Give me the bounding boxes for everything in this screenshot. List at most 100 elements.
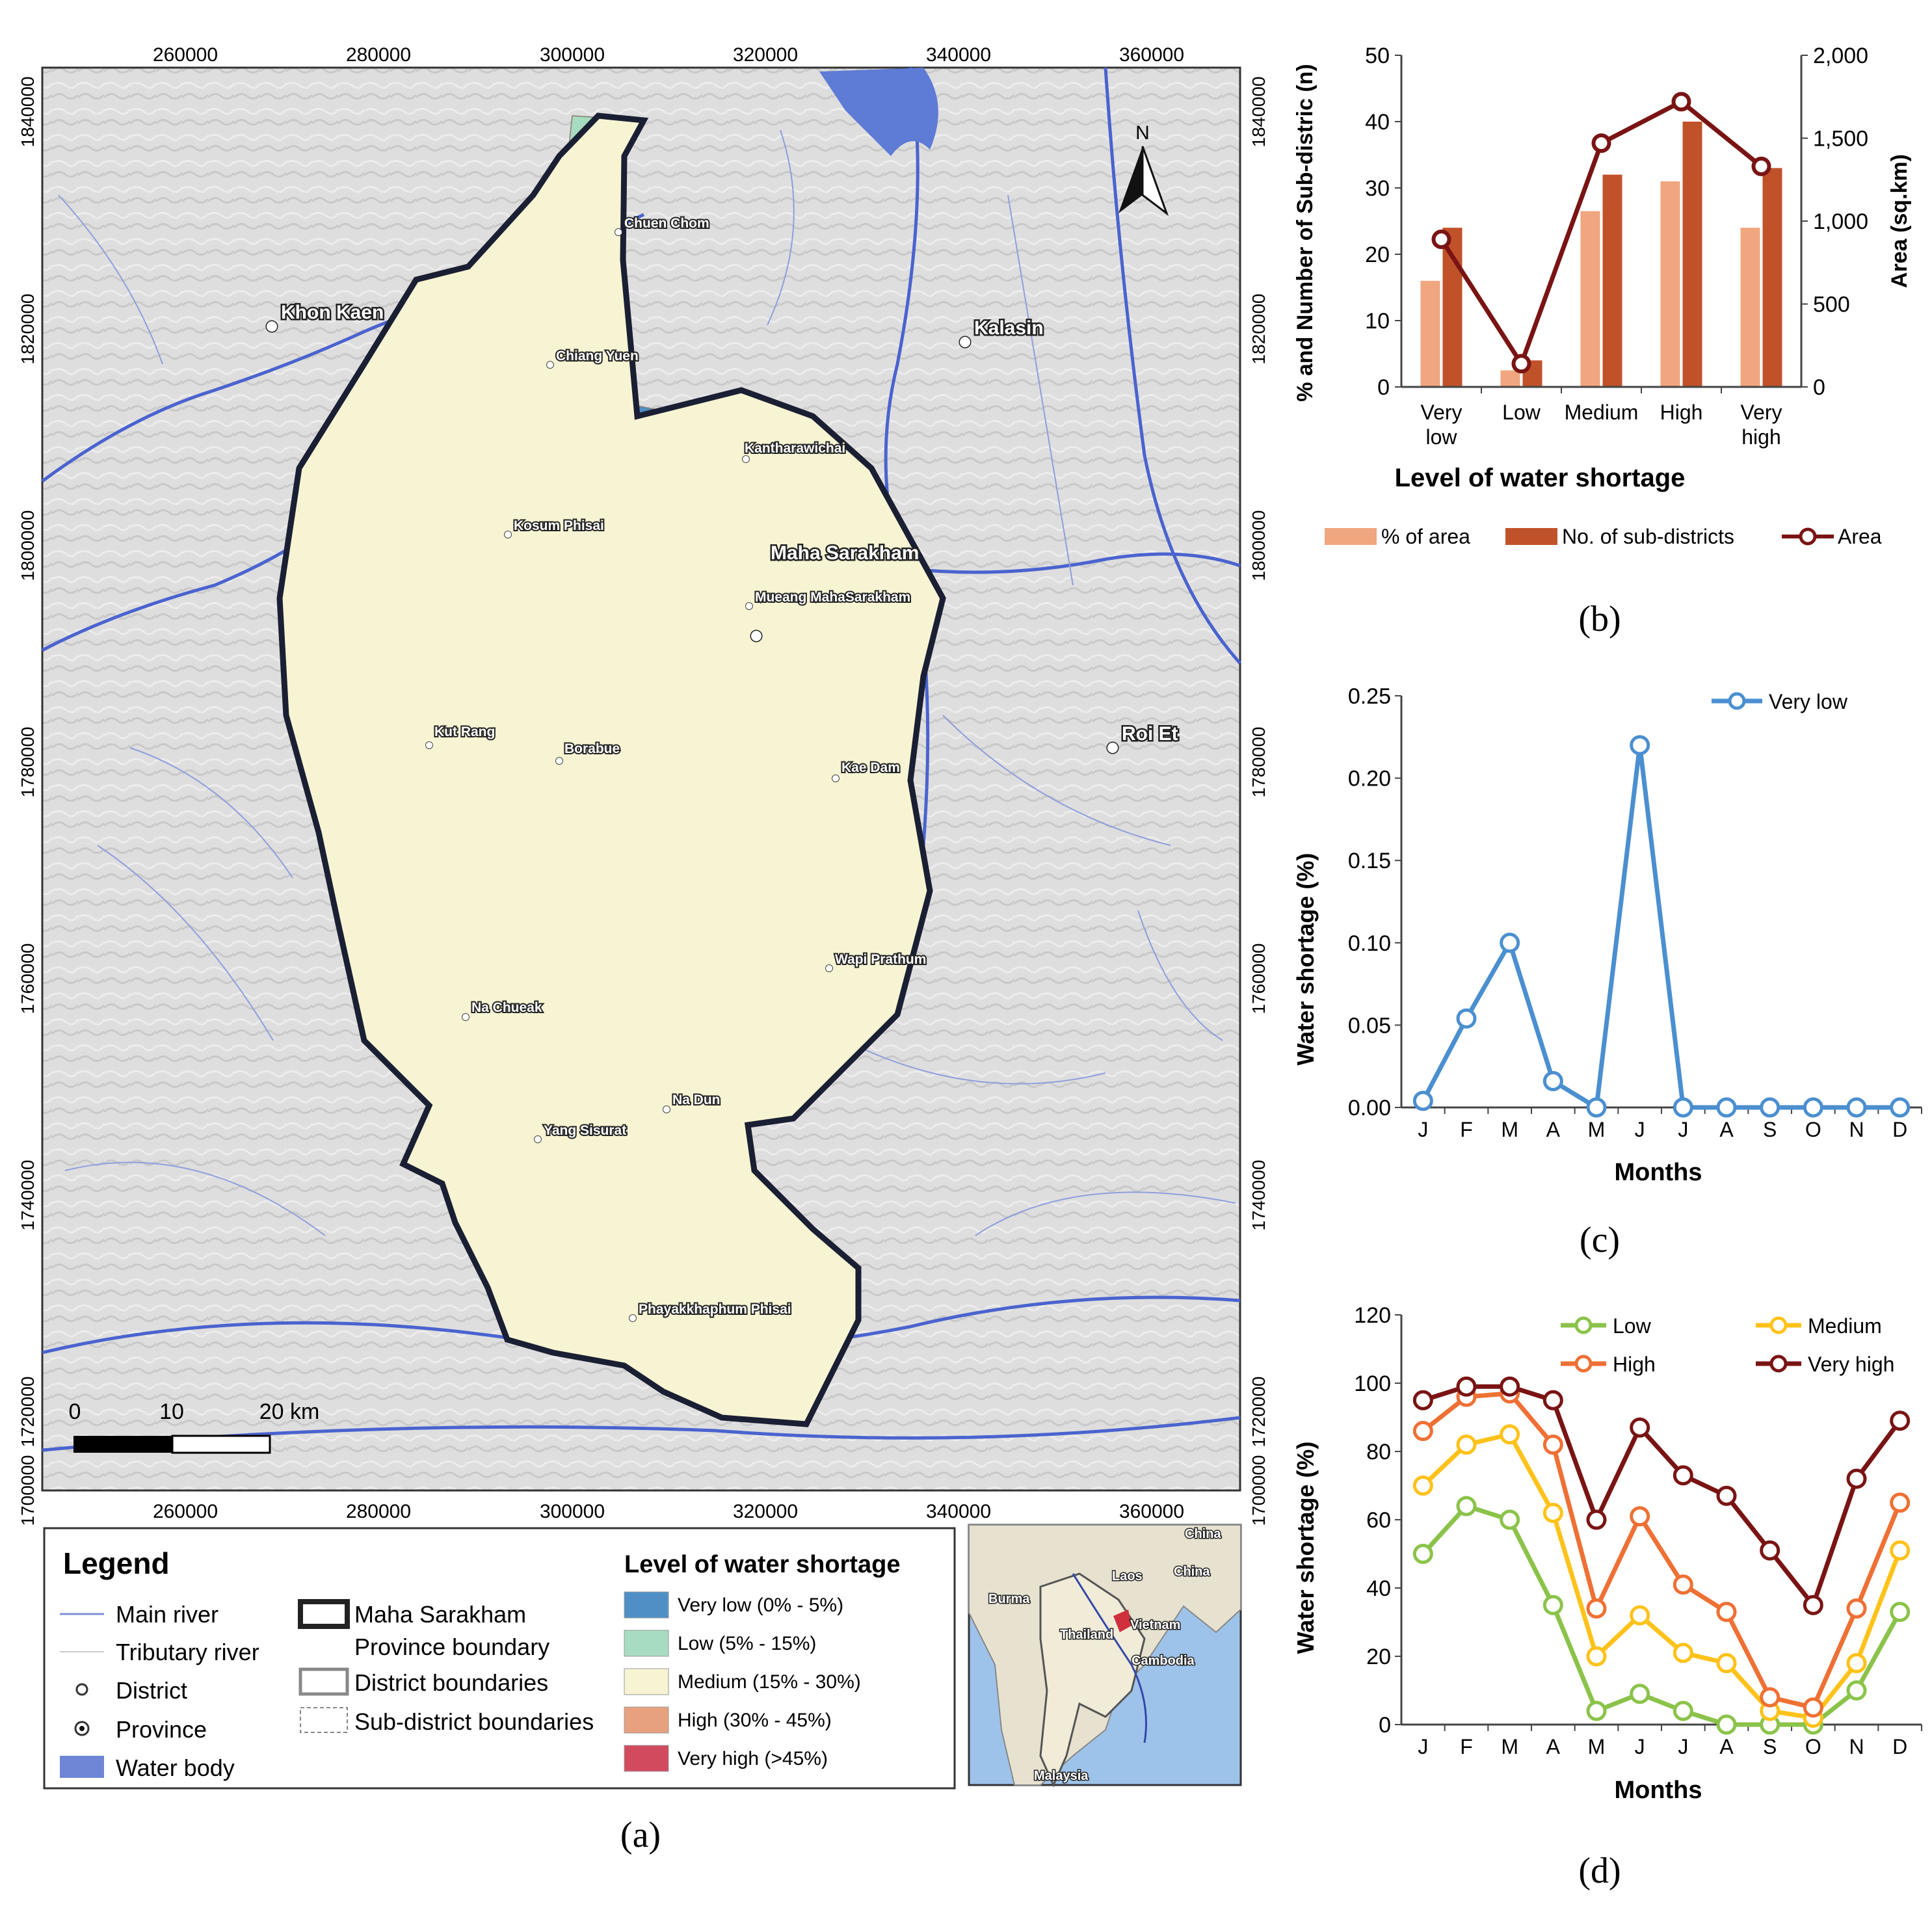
district-label: Kut Rang bbox=[434, 724, 495, 739]
y-tick-label: 80 bbox=[1366, 1440, 1391, 1464]
series-point bbox=[1542, 1390, 1563, 1410]
legend-marker bbox=[1574, 1355, 1593, 1373]
scale-label: 10 bbox=[159, 1399, 184, 1424]
x-tick-label: A bbox=[1719, 1735, 1734, 1758]
x-tick-label: M bbox=[1588, 1118, 1606, 1141]
map-y-tick: 1740000 bbox=[18, 1159, 38, 1230]
x-tick-label: O bbox=[1805, 1735, 1821, 1758]
province-marker bbox=[959, 336, 972, 349]
chart-b-xlabel: Level of water shortage bbox=[1395, 464, 1686, 492]
y-tick-label: 20 bbox=[1366, 1645, 1391, 1669]
map-y-tick: 1740000 bbox=[1249, 1159, 1269, 1230]
tributary-rivers bbox=[58, 129, 1236, 1236]
series-point bbox=[1716, 1602, 1737, 1622]
legend-item: Water body bbox=[116, 1754, 235, 1781]
x-tick-label: J bbox=[1678, 1735, 1688, 1758]
x-tick-label: J bbox=[1418, 1118, 1428, 1141]
level-swatch bbox=[624, 1668, 669, 1695]
levels-title: Level of water shortage bbox=[624, 1551, 900, 1578]
level-label: Very high (>45%) bbox=[678, 1748, 828, 1769]
district-marker bbox=[742, 455, 750, 463]
y-tick-label: 30 bbox=[1365, 176, 1390, 201]
map-y-tick: 1780000 bbox=[18, 726, 38, 797]
legend-swatch-area-pct bbox=[1325, 528, 1377, 545]
series-point bbox=[1716, 1653, 1737, 1673]
series-point bbox=[1412, 1390, 1433, 1410]
x-tick-label: J bbox=[1635, 1735, 1645, 1758]
series-point bbox=[1673, 1465, 1693, 1486]
y-tick-label: 0.20 bbox=[1348, 767, 1391, 791]
bar-area-pct bbox=[1580, 211, 1600, 387]
district-label: Wapi Prathum bbox=[835, 952, 926, 967]
map-y-tick: 1840000 bbox=[18, 76, 38, 147]
x-tick-label: N bbox=[1849, 1735, 1864, 1758]
series-point bbox=[1760, 1097, 1780, 1118]
series-point bbox=[1890, 1602, 1911, 1622]
caption-d: (d) bbox=[1578, 1851, 1621, 1891]
chart-b-ylabel: % and Number of Sub-distric (n) bbox=[1293, 64, 1317, 401]
y2-tick-label: 2,000 bbox=[1813, 44, 1868, 68]
level-label: Very low (0% - 5%) bbox=[678, 1595, 843, 1616]
x-tick-label: M bbox=[1501, 1118, 1518, 1141]
map-y-tick: 1760000 bbox=[18, 943, 38, 1014]
x-tick-label: high bbox=[1741, 425, 1781, 449]
map-y-tick: 1700000 bbox=[18, 1455, 38, 1526]
series-line bbox=[1422, 1384, 1902, 1610]
city-markers: Khon Kaen Kalasin Roi Et bbox=[265, 300, 1180, 754]
legend-label: % of area bbox=[1381, 525, 1470, 548]
series-point bbox=[1630, 735, 1650, 756]
series-point bbox=[1412, 1544, 1433, 1564]
map-x-tick: 320000 bbox=[733, 1501, 798, 1522]
inset-label: Burma bbox=[988, 1592, 1030, 1606]
series-point bbox=[1586, 1509, 1607, 1530]
series-point bbox=[1803, 1595, 1823, 1615]
y-tick-label: 120 bbox=[1354, 1303, 1391, 1328]
chart-d-ylabel: Water shortage (%) bbox=[1292, 1442, 1319, 1654]
bar-area-pct bbox=[1740, 228, 1760, 387]
area-point bbox=[1511, 354, 1531, 374]
series-point bbox=[1890, 1410, 1911, 1431]
legend-item: Sub-district boundaries bbox=[354, 1708, 594, 1735]
map-x-tick: 320000 bbox=[733, 44, 798, 66]
x-tick-label: Very bbox=[1420, 401, 1462, 424]
x-tick-label: Medium bbox=[1565, 401, 1639, 424]
x-tick-label: Very bbox=[1740, 401, 1782, 424]
y-tick-label: 40 bbox=[1365, 110, 1390, 135]
level-label: Medium (15% - 30%) bbox=[678, 1671, 861, 1693]
water-shortage-zones bbox=[280, 116, 943, 1424]
caption-c: (c) bbox=[1580, 1220, 1620, 1260]
series-point bbox=[1803, 1697, 1823, 1718]
series-point bbox=[1630, 1605, 1650, 1626]
area-point bbox=[1431, 230, 1451, 250]
legend-label: No. of sub-districts bbox=[1562, 525, 1734, 548]
series-point bbox=[1586, 1701, 1607, 1721]
x-tick-label: J bbox=[1678, 1118, 1688, 1141]
y-tick-label: 0 bbox=[1379, 1713, 1391, 1738]
map-y-tick: 1840000 bbox=[1249, 76, 1269, 147]
legend-marker bbox=[1769, 1355, 1788, 1373]
map-x-tick: 300000 bbox=[540, 44, 605, 66]
x-tick-label: S bbox=[1763, 1118, 1777, 1141]
series-point bbox=[1586, 1097, 1607, 1118]
legend-label: High bbox=[1613, 1353, 1656, 1376]
level-swatch bbox=[624, 1706, 669, 1734]
legend-item: Maha Sarakham bbox=[354, 1601, 526, 1628]
district-marker bbox=[832, 774, 840, 782]
series-point bbox=[1673, 1097, 1693, 1118]
district-label: Borabue bbox=[564, 741, 620, 756]
district-label: Na Chueak bbox=[471, 1000, 542, 1015]
x-tick-label: D bbox=[1892, 1735, 1907, 1758]
legend-marker bbox=[1799, 527, 1817, 546]
map-y-tick: 1720000 bbox=[1249, 1376, 1269, 1447]
map-y-tick: 1720000 bbox=[18, 1376, 38, 1447]
province-label: Maha Sarakham bbox=[771, 542, 919, 564]
bar-subdistricts bbox=[1602, 174, 1622, 387]
x-tick-label: S bbox=[1763, 1735, 1777, 1758]
inset-map: China Burma Laos China Thailand Vietnam … bbox=[968, 1524, 1242, 1788]
y-tick-label: 0.25 bbox=[1348, 684, 1391, 709]
legend-item: Main river bbox=[116, 1601, 218, 1628]
series-point bbox=[1760, 1540, 1780, 1561]
map-x-tick: 260000 bbox=[153, 44, 218, 66]
inset-label: Vietnam bbox=[1130, 1618, 1180, 1632]
series-point bbox=[1412, 1421, 1433, 1441]
